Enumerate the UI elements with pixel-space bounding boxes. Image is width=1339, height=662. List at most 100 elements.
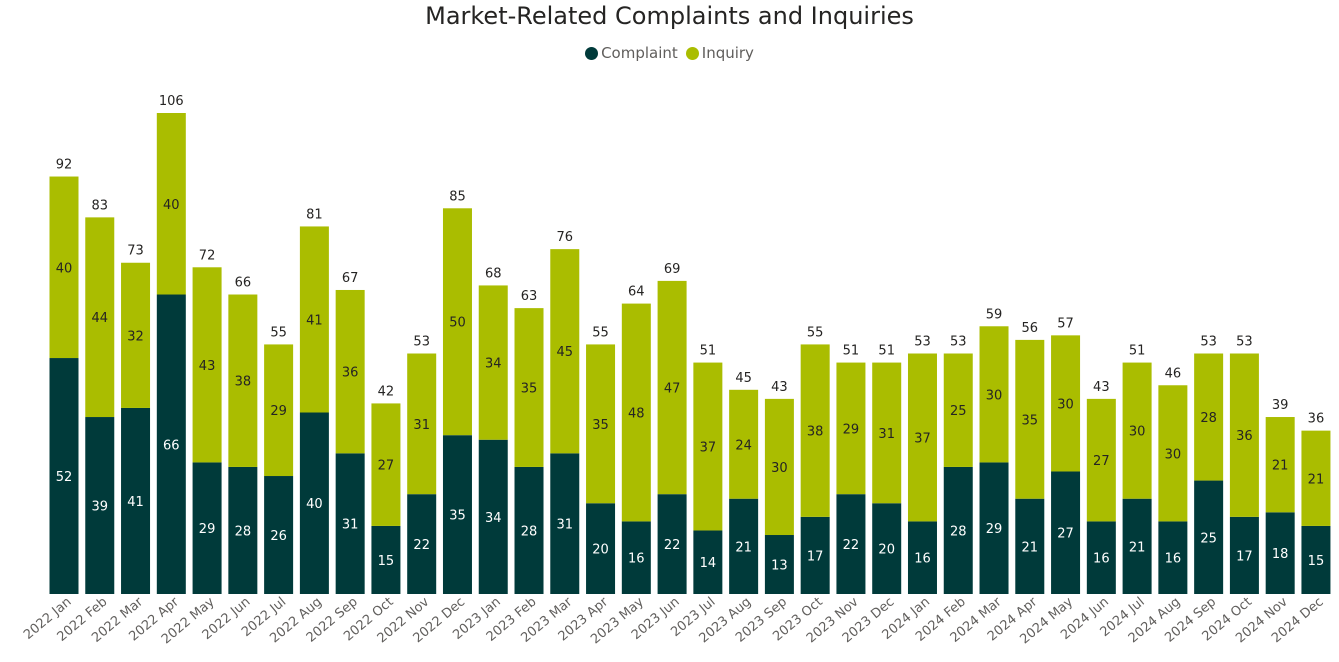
bar-complaint (514, 466, 544, 594)
total-label: 64 (628, 285, 645, 300)
total-label: 53 (413, 335, 430, 350)
data-label-complaint: 14 (700, 556, 717, 571)
data-label-complaint: 31 (342, 518, 359, 533)
data-label-inquiry: 24 (735, 438, 752, 453)
data-label-inquiry: 27 (1093, 454, 1110, 469)
data-label-complaint: 66 (163, 438, 180, 453)
bar-inquiry (693, 362, 723, 531)
data-label-inquiry: 44 (91, 311, 108, 326)
total-label: 45 (735, 371, 752, 386)
bar-inquiry (228, 294, 258, 467)
data-label-complaint: 15 (378, 554, 395, 569)
data-label-inquiry: 38 (235, 375, 252, 390)
data-label-inquiry: 31 (878, 427, 895, 442)
total-label: 51 (878, 344, 895, 359)
data-label-complaint: 21 (1129, 540, 1146, 555)
total-label: 55 (807, 325, 824, 340)
data-label-complaint: 21 (735, 540, 752, 555)
data-label-complaint: 17 (1236, 549, 1253, 564)
bar-inquiry (729, 389, 759, 499)
bar-complaint (85, 417, 115, 594)
bar-complaint (228, 466, 258, 594)
bar-inquiry (514, 308, 544, 467)
total-label: 69 (664, 262, 681, 277)
data-label-complaint: 28 (235, 524, 252, 539)
data-label-inquiry: 30 (771, 461, 788, 476)
data-label-inquiry: 34 (485, 357, 502, 372)
total-label: 57 (1057, 316, 1074, 331)
total-label: 56 (1022, 321, 1039, 336)
data-label-inquiry: 48 (628, 406, 645, 421)
bar-inquiry (943, 353, 973, 467)
data-label-inquiry: 40 (56, 261, 73, 276)
bar-complaint (1265, 512, 1295, 594)
total-label: 53 (914, 335, 931, 350)
bar-complaint (621, 521, 651, 594)
data-label-complaint: 26 (270, 529, 287, 544)
bar-inquiry (371, 403, 401, 526)
total-label: 53 (1200, 335, 1217, 350)
data-label-complaint: 16 (914, 552, 931, 567)
total-label: 51 (1129, 344, 1146, 359)
data-label-inquiry: 21 (1272, 459, 1289, 474)
bar-inquiry (836, 362, 866, 495)
bar-complaint (407, 494, 437, 594)
data-label-complaint: 27 (1057, 527, 1074, 542)
data-label-inquiry: 40 (163, 198, 180, 213)
bar-inquiry (1265, 417, 1295, 513)
bar-inquiry (764, 398, 794, 536)
bar-complaint (979, 462, 1009, 594)
bar-complaint (872, 503, 902, 594)
bar-inquiry (872, 362, 902, 504)
bar-complaint (1122, 498, 1152, 594)
bar-complaint (478, 439, 508, 594)
bar-complaint (1194, 480, 1224, 594)
data-label-complaint: 22 (843, 538, 860, 553)
data-label-complaint: 20 (592, 543, 609, 558)
bar-inquiry (550, 249, 580, 454)
data-label-complaint: 16 (1093, 552, 1110, 567)
total-label: 46 (1165, 366, 1182, 381)
total-label: 36 (1308, 412, 1325, 427)
data-label-complaint: 21 (1022, 540, 1039, 555)
data-label-inquiry: 38 (807, 425, 824, 440)
legend-item-complaint[interactable]: Complaint (585, 44, 678, 62)
total-label: 68 (485, 266, 502, 281)
bar-complaint (264, 476, 294, 594)
data-label-inquiry: 31 (413, 418, 430, 433)
bar-inquiry (1051, 335, 1081, 472)
bar-inquiry (478, 285, 508, 440)
data-label-complaint: 40 (306, 497, 323, 512)
total-label: 106 (159, 94, 184, 109)
data-label-complaint: 52 (56, 470, 73, 485)
bar-inquiry (907, 353, 937, 522)
data-label-complaint: 22 (664, 538, 681, 553)
total-label: 81 (306, 207, 323, 222)
bar-complaint (729, 498, 759, 594)
bar-inquiry (800, 344, 830, 517)
bar-complaint (800, 516, 830, 594)
legend-item-inquiry[interactable]: Inquiry (685, 44, 754, 62)
data-label-complaint: 35 (449, 509, 466, 524)
bar-complaint (1086, 521, 1116, 594)
data-label-inquiry: 35 (521, 382, 538, 397)
bar-inquiry (1229, 353, 1259, 517)
bar-complaint (764, 535, 794, 594)
bar-inquiry (49, 176, 79, 359)
bar-complaint (49, 358, 79, 594)
data-label-inquiry: 43 (199, 359, 216, 374)
bar-complaint (1051, 471, 1081, 594)
legend-label-complaint: Complaint (601, 44, 678, 62)
data-label-complaint: 28 (950, 524, 967, 539)
bar-complaint (657, 494, 687, 594)
data-label-complaint: 29 (199, 522, 216, 537)
total-label: 72 (199, 248, 216, 263)
data-label-inquiry: 27 (378, 459, 395, 474)
total-label: 73 (127, 244, 144, 259)
legend-label-inquiry: Inquiry (701, 44, 754, 62)
total-label: 83 (91, 198, 108, 213)
bar-inquiry (156, 113, 186, 295)
data-label-inquiry: 29 (270, 404, 287, 419)
